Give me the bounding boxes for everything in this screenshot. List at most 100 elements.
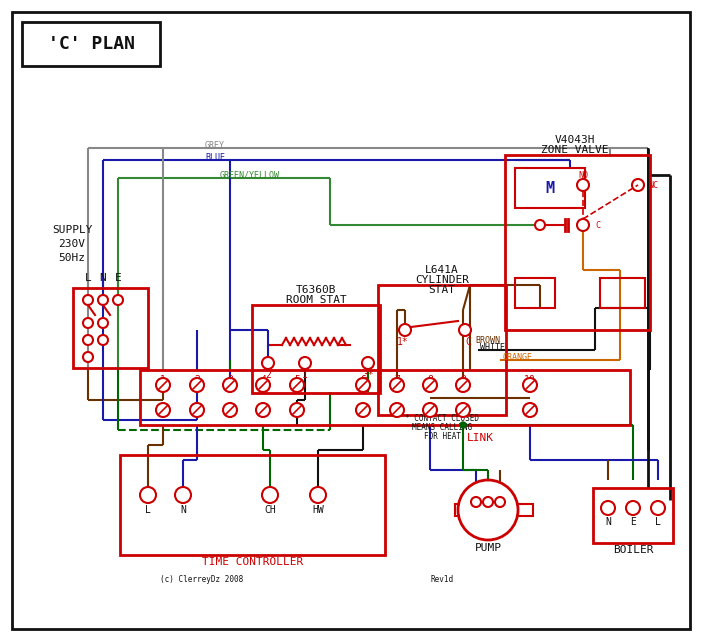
Text: ORANGE: ORANGE bbox=[502, 353, 532, 362]
Circle shape bbox=[83, 352, 93, 362]
Text: BOILER: BOILER bbox=[613, 545, 654, 555]
Text: 2: 2 bbox=[194, 375, 200, 385]
Text: 4: 4 bbox=[260, 375, 266, 385]
Text: N: N bbox=[180, 505, 186, 515]
Bar bbox=[518, 504, 533, 516]
Text: GREY: GREY bbox=[205, 140, 225, 149]
Circle shape bbox=[423, 403, 437, 417]
Bar bbox=[378, 285, 506, 415]
Text: 1: 1 bbox=[302, 370, 308, 380]
Circle shape bbox=[175, 487, 191, 503]
Text: STAT: STAT bbox=[428, 285, 456, 295]
Text: L: L bbox=[655, 517, 661, 527]
Circle shape bbox=[262, 487, 278, 503]
Circle shape bbox=[356, 403, 370, 417]
Text: Rev1d: Rev1d bbox=[430, 576, 453, 585]
Circle shape bbox=[423, 378, 437, 392]
Text: 6: 6 bbox=[360, 375, 366, 385]
Circle shape bbox=[310, 487, 326, 503]
Circle shape bbox=[601, 501, 615, 515]
Bar bbox=[505, 155, 650, 330]
Circle shape bbox=[190, 378, 204, 392]
Text: 3: 3 bbox=[227, 375, 233, 385]
Circle shape bbox=[456, 378, 470, 392]
Circle shape bbox=[299, 357, 311, 369]
Text: LINK: LINK bbox=[467, 433, 494, 443]
Text: ZONE VALVE: ZONE VALVE bbox=[541, 145, 609, 155]
Circle shape bbox=[156, 378, 170, 392]
Text: C: C bbox=[595, 221, 600, 229]
Circle shape bbox=[390, 378, 404, 392]
Text: E: E bbox=[114, 273, 121, 283]
Circle shape bbox=[156, 403, 170, 417]
Text: BLUE: BLUE bbox=[205, 153, 225, 162]
Text: CYLINDER: CYLINDER bbox=[415, 275, 469, 285]
Circle shape bbox=[535, 220, 545, 230]
Text: L641A: L641A bbox=[425, 265, 459, 275]
Text: 1*: 1* bbox=[397, 337, 409, 347]
Bar bbox=[22, 22, 160, 66]
Text: 'C' PLAN: 'C' PLAN bbox=[48, 35, 135, 53]
Text: N: N bbox=[605, 517, 611, 527]
Circle shape bbox=[523, 403, 537, 417]
Text: L: L bbox=[145, 505, 151, 515]
Text: M: M bbox=[545, 181, 555, 196]
Circle shape bbox=[190, 403, 204, 417]
Text: TIME CONTROLLER: TIME CONTROLLER bbox=[202, 557, 304, 567]
Circle shape bbox=[113, 295, 123, 305]
Bar bbox=[73, 288, 148, 368]
Text: MEANS CALLING: MEANS CALLING bbox=[412, 422, 472, 431]
Circle shape bbox=[626, 501, 640, 515]
Circle shape bbox=[256, 403, 270, 417]
Text: C: C bbox=[465, 337, 471, 347]
Text: * CONTACT CLOSED: * CONTACT CLOSED bbox=[405, 413, 479, 422]
Bar bbox=[515, 278, 555, 308]
Circle shape bbox=[523, 378, 537, 392]
Circle shape bbox=[651, 501, 665, 515]
Circle shape bbox=[458, 480, 518, 540]
Text: 3*: 3* bbox=[362, 370, 374, 380]
Text: WHITE: WHITE bbox=[480, 342, 505, 351]
Text: HW: HW bbox=[312, 505, 324, 515]
Bar bbox=[515, 168, 585, 208]
Text: 1: 1 bbox=[160, 375, 166, 385]
Text: (c) ClerreyDz 2008: (c) ClerreyDz 2008 bbox=[160, 576, 244, 585]
Text: N: N bbox=[473, 510, 479, 520]
Text: V4043H: V4043H bbox=[555, 135, 595, 145]
Circle shape bbox=[256, 378, 270, 392]
Bar bbox=[593, 488, 673, 543]
Text: 7: 7 bbox=[394, 375, 400, 385]
Circle shape bbox=[83, 295, 93, 305]
Text: SUPPLY: SUPPLY bbox=[52, 225, 92, 235]
Circle shape bbox=[290, 378, 304, 392]
Text: ROOM STAT: ROOM STAT bbox=[286, 295, 346, 305]
Circle shape bbox=[459, 324, 471, 336]
Circle shape bbox=[471, 497, 481, 507]
Circle shape bbox=[290, 403, 304, 417]
Bar bbox=[600, 278, 645, 308]
Circle shape bbox=[98, 335, 108, 345]
Circle shape bbox=[460, 422, 466, 428]
Circle shape bbox=[140, 487, 156, 503]
Text: CH: CH bbox=[264, 505, 276, 515]
Text: 10: 10 bbox=[524, 375, 536, 385]
Circle shape bbox=[577, 179, 589, 191]
Text: E: E bbox=[630, 517, 636, 527]
Text: L: L bbox=[85, 273, 91, 283]
Text: 230V: 230V bbox=[58, 239, 86, 249]
Bar bbox=[140, 370, 630, 425]
Text: PUMP: PUMP bbox=[475, 543, 501, 553]
Text: 8: 8 bbox=[427, 375, 433, 385]
Circle shape bbox=[83, 318, 93, 328]
Circle shape bbox=[399, 324, 411, 336]
Circle shape bbox=[98, 295, 108, 305]
Circle shape bbox=[223, 403, 237, 417]
Text: GREEN/YELLOW: GREEN/YELLOW bbox=[220, 171, 280, 179]
Bar bbox=[455, 504, 470, 516]
Circle shape bbox=[356, 378, 370, 392]
Circle shape bbox=[456, 403, 470, 417]
Text: BROWN: BROWN bbox=[475, 335, 500, 344]
Text: 9: 9 bbox=[460, 375, 466, 385]
Circle shape bbox=[83, 335, 93, 345]
Circle shape bbox=[495, 497, 505, 507]
